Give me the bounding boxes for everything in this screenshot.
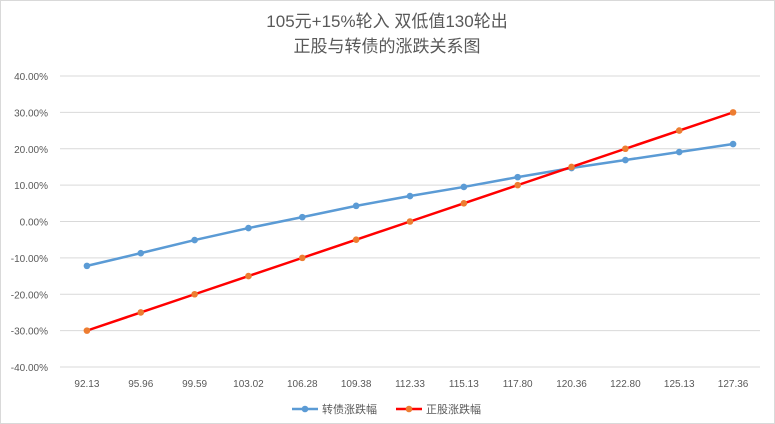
legend-marker (301, 405, 309, 413)
series-1 (83, 109, 737, 334)
x-tick-label: 127.36 (718, 379, 749, 390)
x-tick-label: 115.13 (449, 379, 479, 390)
x-tick-label: 112.33 (395, 379, 425, 390)
x-tick-label: 109.38 (341, 379, 372, 390)
data-point (299, 213, 306, 221)
x-tick-label: 106.28 (287, 379, 318, 390)
x-tick-label: 95.96 (128, 379, 153, 390)
y-tick-label: 20.00% (14, 145, 48, 156)
data-point (460, 200, 468, 207)
data-point (568, 163, 575, 171)
y-tick-label: -30.00% (11, 327, 48, 338)
data-point (352, 202, 360, 210)
data-point (245, 224, 252, 232)
series-line (86, 142, 734, 268)
data-point (406, 218, 414, 225)
data-point (675, 148, 683, 156)
data-point (622, 156, 629, 164)
data-point (137, 249, 145, 257)
data-point (245, 272, 252, 280)
data-point (460, 183, 468, 191)
legend-label: 正股涨跌幅 (426, 402, 481, 416)
x-tick-label: 99.59 (182, 379, 207, 390)
chart-title-line2: 正股与转债的涨跌关系图 (294, 37, 481, 56)
data-point (352, 236, 360, 243)
data-point (729, 140, 737, 148)
data-point (299, 254, 306, 262)
y-tick-label: -20.00% (11, 290, 48, 301)
x-tick-label: 103.02 (233, 379, 264, 390)
series-0 (83, 140, 737, 270)
y-tick-label: -10.00% (11, 254, 48, 265)
data-point (514, 173, 521, 181)
chart-title-line1: 105元+15%轮入 双低值130轮出 (266, 12, 507, 31)
y-tick-label: 40.00% (14, 72, 48, 83)
x-tick-label: 117.80 (503, 379, 533, 390)
legend-label: 转债涨跌幅 (322, 402, 377, 416)
data-point (83, 327, 91, 334)
data-point (191, 290, 198, 298)
x-tick-label: 120.36 (556, 379, 587, 390)
data-point (83, 262, 91, 270)
y-tick-label: 10.00% (14, 181, 48, 192)
data-point (406, 192, 414, 200)
y-tick-label: 30.00% (14, 108, 48, 119)
x-tick-label: 125.13 (664, 379, 695, 390)
y-tick-label: 0.00% (20, 218, 48, 229)
x-tick-label: 92.13 (74, 379, 99, 390)
legend-marker (405, 405, 413, 413)
x-tick-label: 122.80 (610, 379, 641, 390)
data-point (191, 236, 198, 244)
data-point (675, 127, 683, 134)
data-point (137, 309, 145, 316)
data-point (622, 145, 629, 153)
data-point (514, 181, 521, 189)
data-point (729, 109, 737, 116)
y-tick-label: -40.00% (11, 363, 48, 374)
